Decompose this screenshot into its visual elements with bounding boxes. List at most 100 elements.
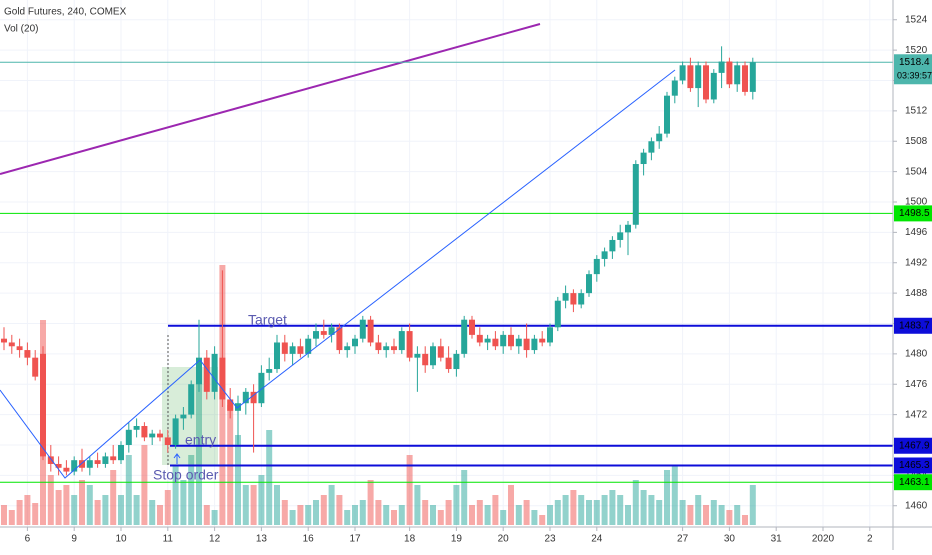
trend-line — [0, 23, 541, 175]
volume-bar — [328, 485, 335, 525]
y-tick-label: 1508 — [905, 136, 928, 147]
volume-bar — [242, 485, 249, 525]
volume-bar — [742, 515, 748, 525]
candle-body — [16, 346, 23, 351]
price-label-bg — [894, 437, 932, 454]
candle-body — [297, 346, 304, 354]
volume-bar — [547, 505, 553, 525]
candle-body — [461, 319, 468, 354]
candle-body — [640, 152, 647, 165]
candle-body — [671, 80, 678, 96]
volume-bar — [1, 505, 7, 525]
volume-bar — [593, 500, 600, 525]
candle-body — [359, 319, 366, 339]
y-tick-label: 1500 — [905, 197, 928, 208]
candle-body — [687, 65, 694, 89]
volume-bar — [617, 495, 624, 525]
y-tick-label: 1472 — [905, 409, 928, 420]
volume-bar — [703, 505, 709, 525]
candle-body — [336, 327, 343, 351]
x-tick-label: 9 — [71, 534, 77, 545]
volume-bar — [79, 480, 85, 525]
candle-body — [539, 338, 546, 343]
candle-body — [476, 334, 483, 343]
volume-bar — [609, 490, 616, 525]
x-tick-label: 17 — [349, 534, 361, 545]
x-tick-label: 10 — [115, 534, 127, 545]
y-tick-label: 1520 — [905, 45, 928, 56]
volume-bar — [157, 505, 163, 525]
candle-body — [94, 460, 101, 464]
volume-bar — [726, 510, 733, 525]
volume-bar — [86, 485, 93, 525]
volume-bar — [406, 455, 413, 525]
candle-body — [1, 338, 7, 343]
volume-bar — [687, 505, 694, 525]
candle-body — [578, 293, 585, 305]
volume-bar — [133, 495, 140, 525]
candle-body — [375, 342, 382, 351]
candle-body — [500, 334, 507, 347]
volume-bar — [679, 500, 686, 525]
volume-bar — [250, 485, 257, 525]
x-tick-label: 19 — [451, 534, 463, 545]
volume-bar — [734, 505, 741, 525]
candle-body — [718, 61, 725, 73]
volume-bar — [632, 480, 639, 525]
candle-body — [562, 293, 569, 301]
candle-body — [383, 346, 390, 351]
volume-bar — [141, 445, 148, 525]
candle-body — [742, 65, 748, 92]
volume-bar — [63, 485, 70, 525]
candle-body — [242, 391, 249, 404]
axes: 1460146414681472147614801484148814921496… — [25, 14, 932, 545]
volume-bar — [648, 495, 655, 525]
candle-body — [110, 456, 117, 461]
candle-body — [164, 437, 171, 445]
x-tick-label: 27 — [677, 534, 689, 545]
x-tick-label: 13 — [256, 534, 268, 545]
x-tick-label: 30 — [724, 534, 736, 545]
volume-bar — [437, 510, 444, 525]
candle-body — [24, 350, 31, 358]
candle-body — [266, 369, 273, 373]
volume-bar — [383, 505, 390, 525]
annotation: Stop order — [153, 467, 219, 483]
candle-body — [320, 331, 327, 335]
x-tick-label: 6 — [25, 534, 31, 545]
volume-bar — [578, 495, 585, 525]
candle-body — [133, 426, 140, 430]
volume-bar — [718, 505, 725, 525]
volume-bar — [476, 500, 483, 525]
price-label: 1463.1 — [899, 477, 930, 488]
candle-body — [609, 239, 616, 252]
x-tick-label: 18 — [404, 534, 416, 545]
annotation: Target — [248, 312, 287, 328]
candle-body — [664, 95, 670, 134]
candle-body — [554, 300, 561, 328]
y-tick-label: 1512 — [905, 106, 928, 117]
volume-bar — [656, 500, 663, 525]
candle-body — [632, 164, 639, 225]
volume-bar — [71, 495, 78, 525]
volume-bar — [320, 495, 327, 525]
y-tick-label: 1524 — [905, 14, 928, 25]
candle-body — [281, 342, 288, 354]
volume-bar — [422, 500, 429, 525]
candle-body — [398, 331, 405, 351]
volume-bar — [266, 430, 273, 525]
volume-bar — [539, 515, 546, 525]
candle-body — [157, 433, 163, 438]
volume-bar — [344, 510, 351, 525]
candle-body — [250, 391, 257, 404]
y-tick-label: 1460 — [905, 500, 928, 511]
volume-bar — [562, 495, 569, 525]
volume-bar — [749, 485, 756, 525]
candle-body — [102, 456, 109, 464]
y-tick-label: 1492 — [905, 257, 928, 268]
candle-body — [203, 357, 210, 392]
volume-bar — [211, 510, 218, 525]
y-tick-label: 1488 — [905, 288, 928, 299]
